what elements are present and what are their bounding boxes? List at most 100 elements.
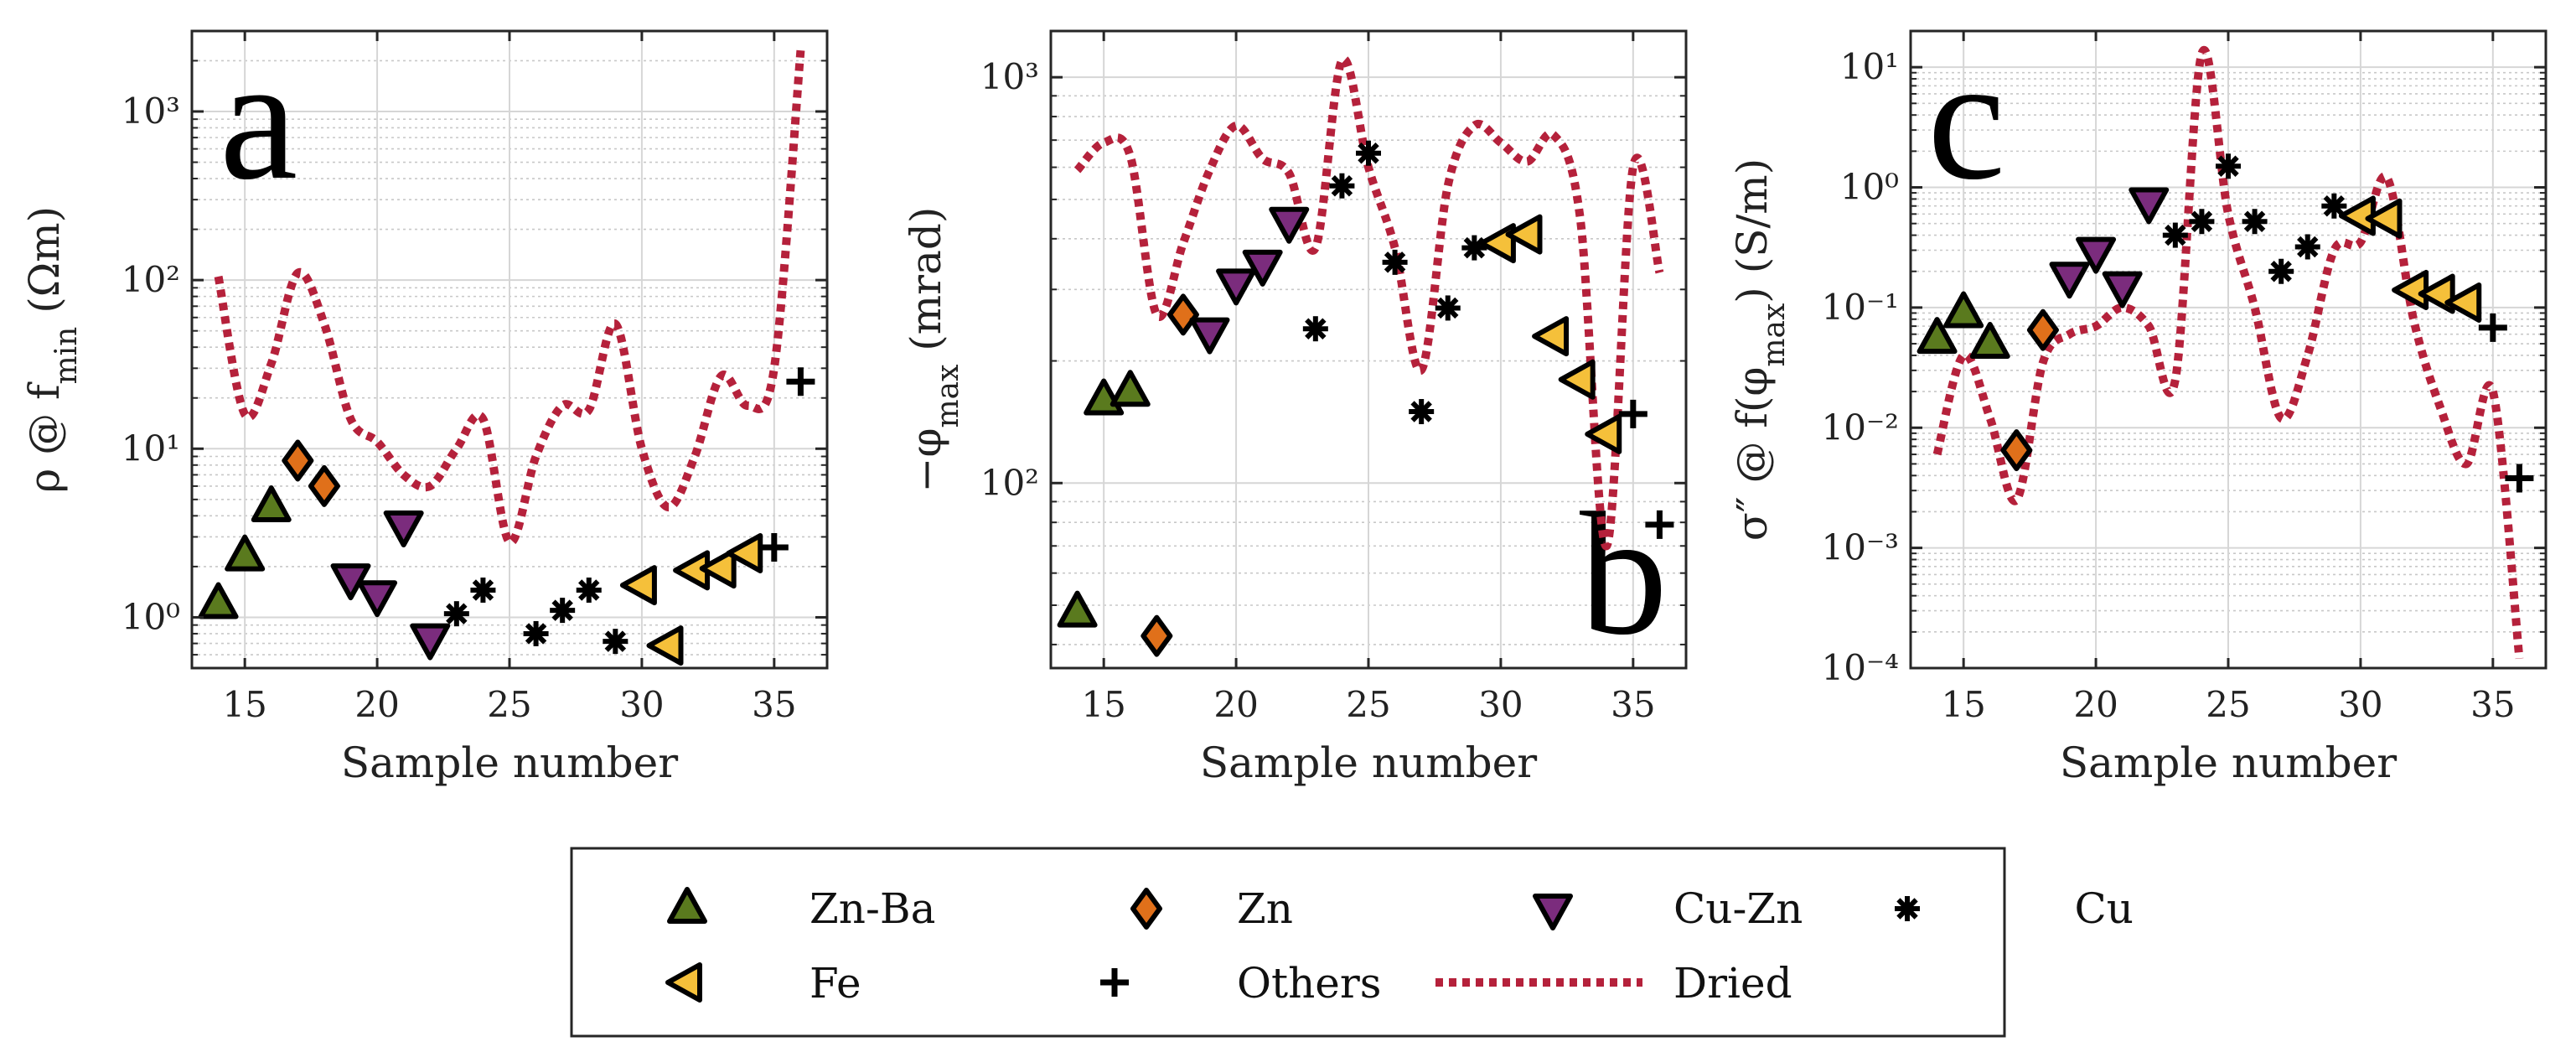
- legend-label: Cu-Zn: [1673, 884, 1803, 933]
- point-cu-26: [1382, 249, 1408, 275]
- legend-marker-cu: [1895, 896, 1920, 921]
- legend-box: [570, 847, 2006, 1038]
- legend-entry-others: Others: [1100, 959, 1381, 1008]
- point-cu-25: [2216, 153, 2241, 179]
- point-cu-zn-19: [1189, 317, 1230, 355]
- series-dried-line: [1073, 54, 1664, 551]
- legend-marker-others: [1100, 968, 1129, 997]
- legend-label: Zn-Ba: [810, 884, 935, 933]
- point-cu-24: [1329, 173, 1355, 199]
- series-dried-line: [1932, 46, 2524, 660]
- point-cu-27: [1409, 399, 1435, 425]
- point-others-36: [786, 367, 815, 396]
- y-axis-label: −φmax (mrad): [902, 207, 965, 493]
- point-cu-23: [443, 601, 469, 627]
- point-cu-zn-20: [357, 580, 398, 618]
- legend-entry-zn: Zn: [1130, 884, 1293, 933]
- x-tick-label: 25: [1346, 684, 1390, 725]
- y-axis-label: ρ @ fmin (Ωm): [20, 206, 84, 493]
- point-cu-24: [2189, 209, 2215, 235]
- point-zn-ba-14: [1916, 317, 1958, 355]
- point-cu-29: [1461, 235, 1487, 261]
- point-zn-ba-16: [1110, 370, 1151, 407]
- y-tick-label: 10⁻¹: [1822, 287, 1899, 328]
- y-tick-label: 10⁰: [1840, 167, 1899, 208]
- point-cu-28: [1435, 295, 1461, 321]
- point-zn-ba-16: [251, 485, 292, 523]
- point-zn-18: [308, 464, 340, 507]
- x-axis-label: Sample number: [1200, 738, 1537, 787]
- y-axis-label: σ″ @ f(φmax) (S/m): [1728, 158, 1792, 541]
- y-tick-label: 10⁰: [122, 596, 180, 637]
- x-tick-label: 20: [1213, 684, 1258, 725]
- point-others-36: [2505, 464, 2534, 493]
- legend-entry-zn-ba: Zn-Ba: [667, 884, 935, 933]
- point-zn-ba-15: [1943, 291, 1984, 329]
- x-axis-label: Sample number: [341, 738, 678, 787]
- point-cu-29: [603, 629, 628, 655]
- plot-area: [1057, 54, 1674, 657]
- legend-marker-fe: [665, 962, 702, 1003]
- point-fe-30: [1478, 223, 1516, 264]
- point-zn-17: [2000, 429, 2033, 472]
- point-cu-24: [470, 577, 496, 603]
- x-tick-label: 15: [1081, 684, 1125, 725]
- legend-entry-fe: Fe: [665, 959, 861, 1008]
- point-fe-34: [1585, 413, 1622, 454]
- point-cu-zn-22: [2129, 187, 2170, 225]
- x-axis-label: Sample number: [2060, 738, 2397, 787]
- legend-entry-dried: Dried: [1435, 959, 1792, 1008]
- point-cu-23: [2162, 222, 2188, 248]
- point-cu-27: [550, 598, 576, 624]
- y-tick-label: 10⁻⁴: [1822, 647, 1899, 688]
- y-tick-label: 10³: [980, 56, 1039, 97]
- ticks: 15 20 25 30 35 10² 10³: [980, 31, 1686, 725]
- point-fe-34: [2444, 282, 2482, 323]
- point-cu-25: [1356, 140, 1381, 166]
- x-tick-label: 25: [2206, 684, 2250, 725]
- panel-b: b 15 20 25 30 35 10² 10³ Sample number −φmax (mra…: [902, 29, 1688, 787]
- point-fe-31: [646, 625, 684, 666]
- point-cu-zn-22: [410, 623, 451, 661]
- point-cu-27: [2268, 258, 2294, 284]
- point-cu-zn-21: [2102, 271, 2143, 308]
- grid: [1911, 31, 2546, 668]
- point-fe-30: [619, 565, 657, 606]
- plot-area: [1916, 46, 2534, 660]
- panel-c: c 15 20 25 30 35 10⁻⁴ 10⁻³ 10⁻² 10⁻¹ 10⁰ 10¹ Sample …: [1728, 22, 2548, 787]
- point-cu-zn-20: [2076, 236, 2117, 274]
- y-tick-label: 10²: [980, 462, 1039, 503]
- point-zn-18: [2026, 308, 2059, 351]
- x-tick-label: 20: [354, 684, 399, 725]
- series-dried-line: [214, 49, 805, 547]
- legend-label: Fe: [810, 959, 861, 1008]
- point-zn-ba-14: [198, 582, 239, 619]
- point-fe-31: [1505, 214, 1543, 255]
- x-tick-label: 25: [487, 684, 531, 725]
- point-cu-zn-22: [1269, 206, 1310, 244]
- legend-marker-zn-ba: [667, 887, 707, 924]
- point-cu-28: [2294, 234, 2320, 260]
- y-tick-label: 10²: [122, 259, 180, 300]
- x-tick-label: 15: [1941, 684, 1985, 725]
- point-zn-18: [1166, 293, 1199, 336]
- point-others-36: [1645, 510, 1674, 539]
- legend-entry-cu-zn: Cu-Zn: [1533, 884, 1803, 933]
- point-cu-zn-21: [1242, 249, 1283, 287]
- ticks: 15 20 25 30 35 10⁻⁴ 10⁻³ 10⁻² 10⁻¹ 10⁰ 10¹: [1822, 31, 2546, 725]
- point-cu-28: [576, 577, 602, 603]
- x-tick-label: 30: [2338, 684, 2382, 725]
- point-fe-34: [726, 532, 763, 573]
- x-tick-label: 35: [1611, 684, 1655, 725]
- legend-marker-cu-zn: [1533, 894, 1573, 930]
- point-zn-17: [282, 439, 314, 482]
- x-tick-label: 35: [2470, 684, 2515, 725]
- point-others-35: [1618, 399, 1648, 428]
- point-fe-31: [2365, 198, 2403, 239]
- point-cu-zn-19: [2049, 262, 2090, 299]
- panel-letter: c: [1927, 22, 2005, 216]
- x-tick-label: 20: [2073, 684, 2118, 725]
- legend-entry-cu: Cu: [1895, 884, 2134, 933]
- legend: Zn-Ba Zn Cu-Zn Cu Fe Others Dried: [570, 847, 2134, 1038]
